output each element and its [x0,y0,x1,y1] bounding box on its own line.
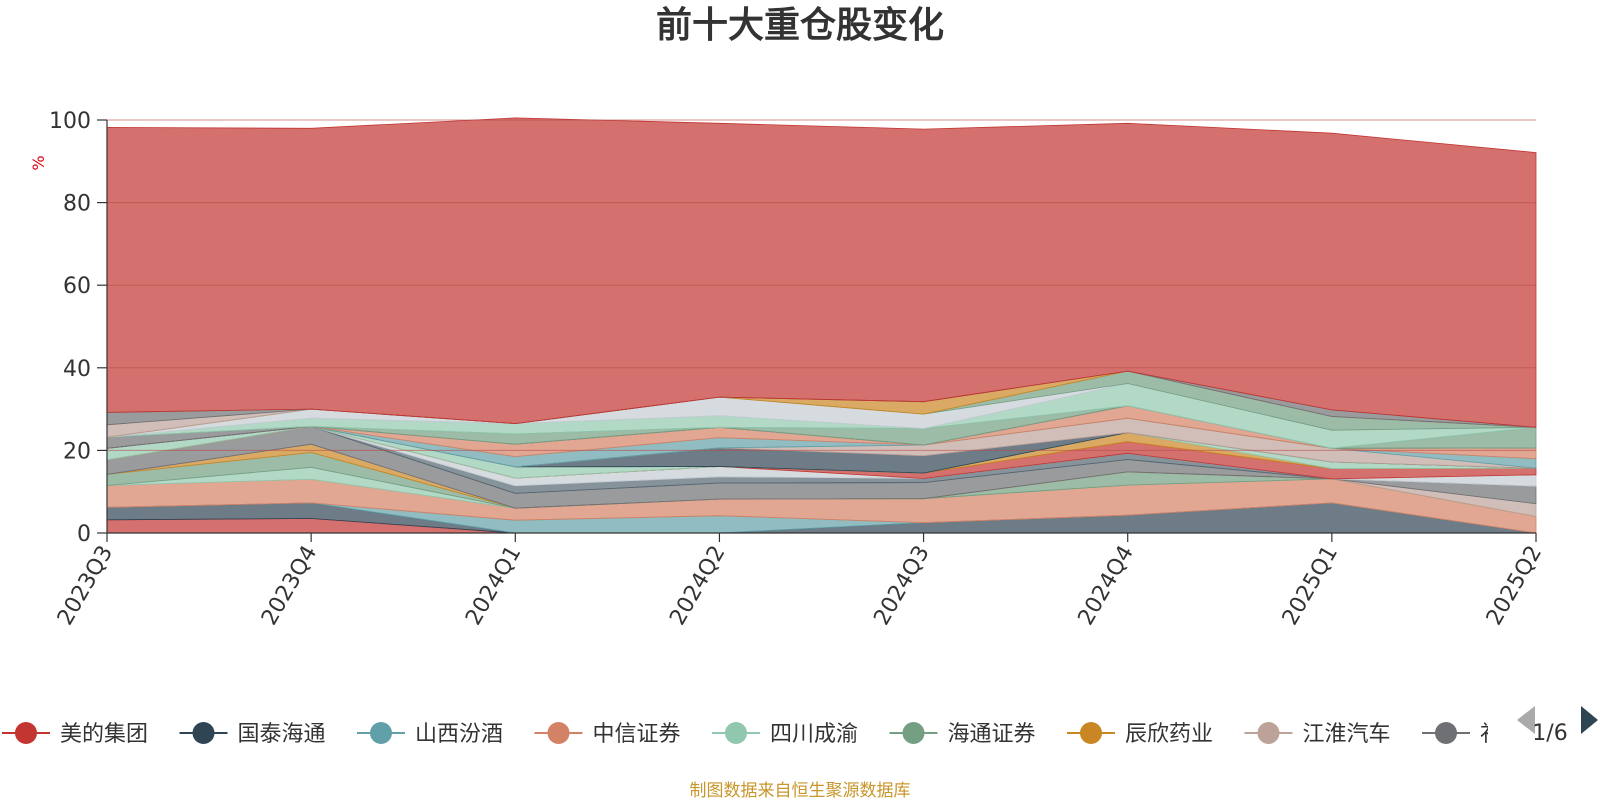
legend-label: 补 [1480,722,1502,747]
legend-marker [725,722,747,744]
legend-label: 江淮汽车 [1303,722,1391,747]
legend-label: 国泰海通 [238,722,326,747]
x-tick-label: 2023Q4 [257,542,322,630]
y-tick-label: 80 [63,192,91,217]
legend-marker [902,722,925,744]
x-tick-label: 2025Q2 [1482,542,1547,630]
legend-item[interactable]: 四川成渝 [712,722,858,747]
legend-item[interactable]: 江淮汽车 [1244,722,1391,747]
y-tick-label: 0 [77,522,91,547]
stacked-areas [106,117,1537,534]
legend-marker [547,722,570,744]
x-tick-label: 2024Q2 [665,542,730,630]
legend-label: 山西汾酒 [415,722,503,747]
legend-marker [1080,722,1102,744]
legend-marker [15,722,37,744]
legend-label: 四川成渝 [770,722,858,747]
y-tick-label: 40 [63,357,91,382]
y-tick-label: 20 [63,439,91,464]
chart-title: 前十大重仓股变化 [656,4,944,46]
x-tick-label: 2024Q4 [1074,542,1139,630]
legend-label: 美的集团 [60,722,148,747]
legend-next-icon[interactable] [1581,706,1598,734]
legend-item[interactable]: 山西汾酒 [357,722,503,747]
legend-item[interactable]: 国泰海通 [179,722,326,747]
legend-item[interactable]: 中信证券 [534,722,681,747]
y-axis-unit: % [29,155,48,170]
x-tick-label: 2024Q3 [869,542,934,630]
legend-item[interactable]: 辰欣药业 [1067,722,1213,747]
legend-item[interactable]: 美的集团 [2,722,148,747]
grid-lines [107,119,1536,451]
x-tick-label: 2023Q3 [53,542,118,630]
legend-item[interactable]: 补 [1422,722,1502,747]
legend-page-indicator: 1/6 [1532,721,1567,746]
area-series-26 [106,117,1537,428]
y-tick-label: 60 [63,274,91,299]
x-tick-label: 2024Q1 [461,542,526,630]
legend-label: 中信证券 [593,722,681,747]
legend-label: 海通证券 [948,722,1036,747]
legend-pager: 1/6 [1517,706,1598,746]
legend-item[interactable]: 海通证券 [889,722,1036,747]
legend: 美的集团 国泰海通 山西汾酒 中信证券 四川成渝 海通证券 辰欣药业 江淮汽车 补 [2,722,1502,747]
legend-marker [370,722,392,744]
y-tick-label: 100 [49,109,91,134]
legend-label: 辰欣药业 [1125,722,1213,747]
legend-marker [192,722,215,744]
x-tick-label: 2025Q1 [1278,542,1343,630]
source-note: 制图数据来自恒生聚源数据库 [690,781,911,800]
legend-prev-icon[interactable] [1517,706,1535,734]
legend-marker [1257,722,1280,744]
legend-marker [1435,722,1457,744]
